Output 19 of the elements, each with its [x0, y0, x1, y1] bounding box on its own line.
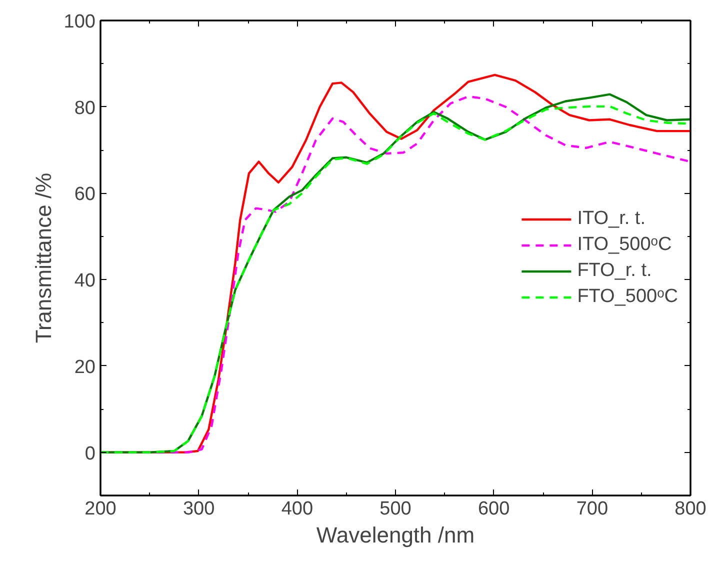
y-tick-label: 60: [74, 184, 96, 206]
legend-label: ITO_500ᵒC: [577, 234, 672, 256]
x-tick-label: 400: [281, 498, 314, 520]
x-tick-label: 800: [674, 498, 706, 520]
x-axis-title: Wavelength /nm: [316, 522, 475, 548]
y-tick-label: 40: [74, 270, 96, 292]
y-tick-label: 80: [74, 98, 96, 119]
x-tick-label: 600: [478, 498, 510, 520]
x-tick-label: 200: [84, 498, 116, 520]
x-tick-label: 700: [576, 498, 608, 520]
x-tick-label: 300: [182, 498, 215, 520]
x-tick-label: 500: [380, 498, 412, 520]
y-tick-label: 0: [84, 443, 96, 464]
y-tick-label: 20: [74, 356, 96, 378]
legend-label: FTO_r. t.: [577, 260, 652, 282]
legend-label: FTO_500ᵒC: [577, 286, 678, 308]
legend-label: ITO_r. t.: [577, 208, 646, 230]
y-axis-title: Transmittance /%: [30, 172, 56, 344]
y-tick-label: 100: [64, 12, 96, 32]
